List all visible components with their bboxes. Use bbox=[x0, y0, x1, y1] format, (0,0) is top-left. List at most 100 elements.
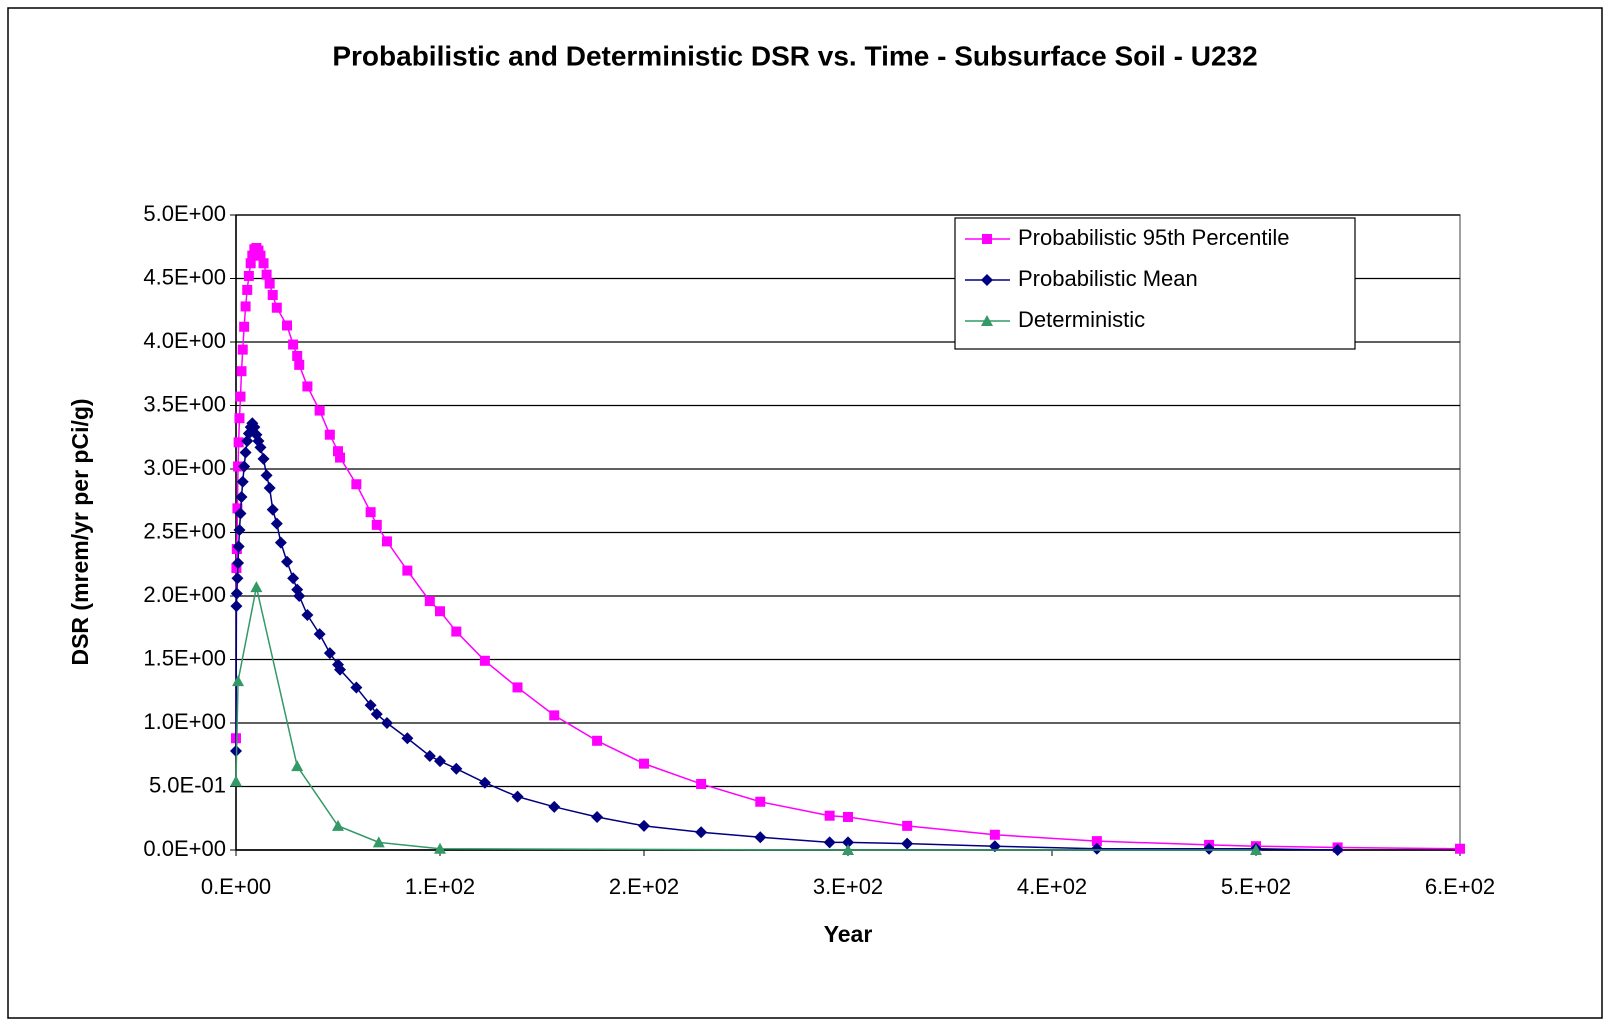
y-tick-label: 5.0E-01 bbox=[149, 772, 226, 797]
data-point bbox=[234, 507, 247, 520]
y-tick-label: 2.5E+00 bbox=[143, 518, 226, 543]
chart-title: Probabilistic and Deterministic DSR vs. … bbox=[332, 40, 1257, 71]
data-point bbox=[237, 344, 248, 355]
data-point bbox=[842, 836, 854, 849]
y-tick-label: 1.5E+00 bbox=[143, 645, 226, 670]
data-point bbox=[302, 381, 313, 392]
data-point bbox=[512, 682, 523, 693]
data-point bbox=[332, 819, 344, 831]
y-tick-label: 3.0E+00 bbox=[143, 455, 226, 480]
data-point bbox=[351, 479, 362, 490]
data-point bbox=[253, 245, 264, 256]
data-point bbox=[271, 302, 282, 313]
legend-marker bbox=[982, 234, 992, 244]
data-point bbox=[233, 461, 244, 472]
data-point bbox=[266, 503, 279, 516]
data-point bbox=[250, 581, 263, 593]
data-point bbox=[380, 717, 393, 729]
data-point bbox=[549, 710, 560, 721]
data-point bbox=[333, 446, 343, 457]
data-point bbox=[232, 556, 245, 569]
data-point bbox=[823, 836, 836, 849]
data-point bbox=[231, 572, 244, 585]
data-point bbox=[258, 258, 269, 269]
data-point bbox=[478, 776, 491, 789]
data-point bbox=[372, 836, 385, 848]
data-point bbox=[695, 826, 708, 839]
data-point bbox=[233, 437, 244, 448]
data-point bbox=[236, 475, 249, 488]
x-tick-label: 4.E+02 bbox=[1017, 874, 1087, 899]
data-point bbox=[232, 675, 245, 687]
data-point bbox=[592, 735, 603, 746]
data-point bbox=[1455, 843, 1465, 854]
data-point bbox=[902, 820, 913, 831]
data-point bbox=[424, 596, 435, 607]
data-point bbox=[287, 572, 300, 585]
x-tick-label: 5.E+02 bbox=[1221, 874, 1291, 899]
data-point bbox=[230, 587, 243, 600]
data-point bbox=[242, 284, 253, 295]
data-point bbox=[233, 523, 246, 536]
legend-label: Probabilistic 95th Percentile bbox=[1018, 225, 1289, 250]
y-tick-label: 4.5E+00 bbox=[143, 264, 226, 289]
x-tick-label: 6.E+02 bbox=[1425, 874, 1495, 899]
legend-label: Deterministic bbox=[1018, 307, 1145, 332]
data-point bbox=[270, 517, 283, 530]
data-point bbox=[638, 819, 650, 832]
data-point bbox=[324, 429, 335, 440]
data-point bbox=[243, 270, 254, 281]
data-point bbox=[434, 755, 446, 768]
data-point bbox=[314, 405, 325, 416]
data-point bbox=[231, 563, 242, 574]
data-point bbox=[381, 536, 392, 547]
data-point bbox=[291, 760, 304, 772]
data-point bbox=[232, 540, 245, 553]
data-point bbox=[255, 250, 266, 261]
data-point bbox=[842, 844, 854, 855]
data-point bbox=[364, 699, 377, 712]
data-point bbox=[988, 840, 1001, 853]
data-point bbox=[901, 837, 914, 850]
x-axis-title: Year bbox=[824, 921, 873, 947]
data-point bbox=[260, 469, 273, 482]
data-point bbox=[230, 600, 243, 613]
data-point bbox=[230, 775, 242, 787]
data-point bbox=[264, 278, 275, 289]
data-point bbox=[450, 762, 463, 775]
data-point bbox=[824, 810, 835, 821]
data-point bbox=[293, 590, 306, 602]
data-point bbox=[282, 320, 292, 331]
data-point bbox=[1090, 842, 1103, 855]
data-point bbox=[236, 366, 247, 377]
data-point bbox=[423, 750, 436, 763]
data-point bbox=[292, 350, 303, 361]
legend-label: Probabilistic Mean bbox=[1018, 266, 1198, 291]
data-point bbox=[435, 606, 445, 617]
y-tick-label: 3.5E+00 bbox=[143, 391, 226, 416]
data-point bbox=[639, 758, 649, 769]
data-point bbox=[301, 609, 314, 622]
data-point bbox=[323, 647, 336, 660]
data-point bbox=[371, 519, 382, 530]
data-point bbox=[989, 829, 1000, 840]
data-point bbox=[267, 290, 278, 301]
data-point bbox=[754, 831, 767, 844]
data-point bbox=[239, 446, 252, 459]
data-point bbox=[755, 796, 766, 807]
data-point bbox=[254, 441, 267, 454]
data-point bbox=[401, 732, 414, 745]
legend-box bbox=[954, 217, 1356, 350]
data-point bbox=[235, 391, 246, 402]
x-tick-label: 3.E+02 bbox=[813, 874, 883, 899]
data-point bbox=[1331, 844, 1344, 856]
data-point bbox=[365, 507, 376, 518]
data-point bbox=[288, 339, 299, 350]
data-point bbox=[234, 413, 245, 424]
data-point bbox=[511, 790, 524, 803]
y-axis-title: DSR (mrem/yr per pCi/g) bbox=[67, 398, 93, 665]
y-tick-label: 2.0E+00 bbox=[143, 582, 226, 607]
data-point bbox=[274, 536, 287, 549]
